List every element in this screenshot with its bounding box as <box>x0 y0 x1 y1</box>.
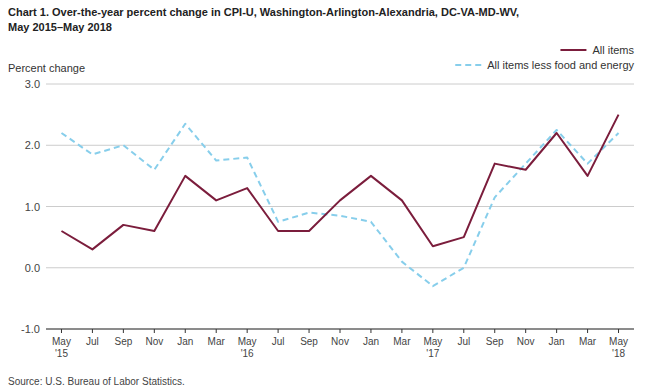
x-tick-label: Mar <box>579 336 597 347</box>
x-tick-label-line: Sep <box>114 336 132 347</box>
x-tick-label-line: Sep <box>300 336 318 347</box>
x-tick-label: Jan <box>177 336 193 347</box>
x-tick-label-line: Mar <box>208 336 226 347</box>
x-tick <box>278 329 279 333</box>
x-tick-label-line: May <box>609 336 628 347</box>
x-tick <box>432 329 433 333</box>
x-tick <box>494 329 495 333</box>
y-tick-label: 2.0 <box>25 139 40 151</box>
x-tick-label-line: Jan <box>549 336 565 347</box>
x-tick-label-line: '15 <box>55 348 68 359</box>
x-tick-label: Nov <box>145 336 163 347</box>
x-tick <box>618 329 619 333</box>
x-tick <box>401 329 402 333</box>
x-tick-label: May'18 <box>609 336 628 359</box>
series-line <box>61 124 618 286</box>
x-tick <box>525 329 526 333</box>
y-tick-label: 0.0 <box>25 262 40 274</box>
x-tick-label-line: Jan <box>363 336 379 347</box>
legend: All items All items less food and energy <box>455 44 634 71</box>
x-tick-label: Jul <box>457 336 470 347</box>
x-tick <box>370 329 371 333</box>
x-tick-label-line: Jan <box>177 336 193 347</box>
x-tick-label: May'16 <box>238 336 257 359</box>
x-tick-label-line: Jul <box>272 336 285 347</box>
x-tick-label-line: May <box>423 336 442 347</box>
chart: Chart 1. Over-the-year percent change in… <box>0 0 650 391</box>
x-tick-label: Nov <box>331 336 349 347</box>
source: Source: U.S. Bureau of Labor Statistics. <box>8 376 185 387</box>
x-tick <box>556 329 557 333</box>
x-tick <box>61 329 62 333</box>
x-tick-label: Jan <box>549 336 565 347</box>
x-tick-label: Jul <box>272 336 285 347</box>
series-group <box>61 115 618 287</box>
grid-line <box>46 267 634 268</box>
legend-swatch <box>560 49 586 51</box>
x-tick <box>463 329 464 333</box>
x-tick-label: Jul <box>86 336 99 347</box>
x-tick <box>92 329 93 333</box>
x-tick-label-line: Jul <box>86 336 99 347</box>
subtitle: May 2015–May 2018 <box>8 21 112 33</box>
y-axis-label: Percent change <box>8 62 85 74</box>
x-tick <box>123 329 124 333</box>
series-line <box>61 115 618 250</box>
x-tick-label-line: '16 <box>241 348 254 359</box>
x-tick <box>340 329 341 333</box>
legend-label: All items <box>592 44 634 56</box>
x-tick <box>587 329 588 333</box>
x-tick-label-line: Nov <box>331 336 349 347</box>
x-tick-label: May'17 <box>423 336 442 359</box>
x-tick <box>309 329 310 333</box>
x-tick-label-line: '18 <box>612 348 625 359</box>
x-tick-label-line: Mar <box>393 336 411 347</box>
grid <box>46 84 634 329</box>
x-tick <box>216 329 217 333</box>
x-tick-label: May'15 <box>52 336 71 359</box>
x-tick-label: Sep <box>486 336 504 347</box>
title: Chart 1. Over-the-year percent change in… <box>8 6 519 18</box>
x-tick-label: Sep <box>300 336 318 347</box>
x-tick-label: Nov <box>517 336 535 347</box>
legend-label: All items less food and energy <box>487 59 634 71</box>
x-tick-label: Sep <box>114 336 132 347</box>
y-tick-label: 3.0 <box>25 78 40 90</box>
x-tick <box>154 329 155 333</box>
x-tick-label-line: May <box>52 336 71 347</box>
y-tick-label: 1.0 <box>25 201 40 213</box>
x-tick-label-line: '17 <box>426 348 439 359</box>
x-tick-label: Mar <box>393 336 411 347</box>
x-tick <box>247 329 248 333</box>
x-tick-label-line: May <box>238 336 257 347</box>
legend-swatch <box>455 64 481 66</box>
x-tick-label-line: Mar <box>579 336 597 347</box>
x-tick-label-line: Sep <box>486 336 504 347</box>
x-tick-label-line: Nov <box>517 336 535 347</box>
x-tick-label-line: Nov <box>145 336 163 347</box>
x-tick <box>185 329 186 333</box>
x-tick-label: Mar <box>208 336 226 347</box>
y-tick-label: -1.0 <box>21 323 40 335</box>
x-tick-label: Jan <box>363 336 379 347</box>
grid-line <box>46 84 634 85</box>
grid-line <box>46 206 634 207</box>
x-tick-label-line: Jul <box>457 336 470 347</box>
